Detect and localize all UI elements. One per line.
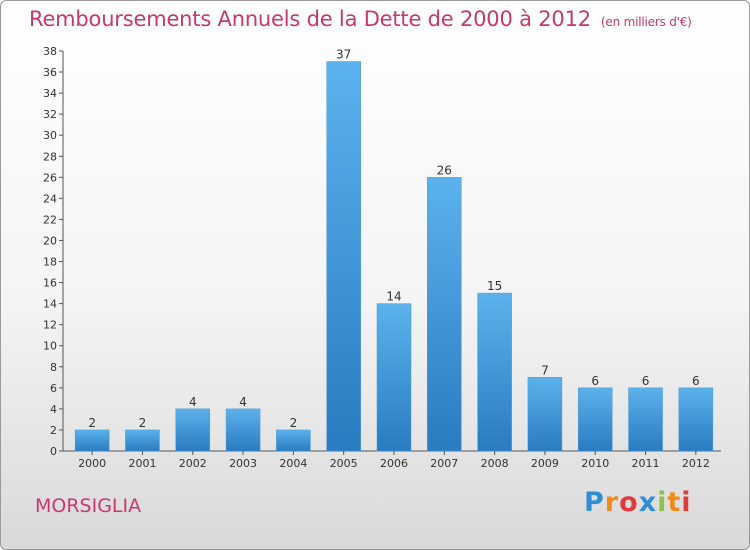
x-tick-label: 2005: [330, 457, 358, 470]
x-tick-label: 2007: [430, 457, 458, 470]
commune-name: MORSIGLIA: [35, 495, 142, 517]
bar-2011: [628, 387, 663, 452]
y-tick-label: 2: [50, 424, 57, 437]
bar-value-label: 6: [642, 374, 650, 388]
x-tick-label: 2009: [531, 457, 559, 470]
x-tick-label: 2001: [128, 457, 156, 470]
bar-2009: [527, 377, 563, 452]
y-tick-label: 30: [43, 129, 57, 142]
bar-value-label: 7: [541, 363, 549, 377]
x-tick-label: 2011: [632, 457, 660, 470]
y-tick-label: 6: [50, 382, 57, 395]
bar-2012: [678, 387, 714, 452]
bar-value-label: 37: [336, 48, 351, 62]
y-tick-label: 10: [43, 340, 57, 353]
bar-2004: [276, 429, 311, 452]
y-tick-label: 0: [50, 445, 57, 458]
logo-letter: i: [657, 487, 668, 518]
x-tick-label: 2006: [380, 457, 408, 470]
chart-title: Remboursements Annuels de la Dette de 20…: [29, 7, 692, 31]
y-tick-label: 18: [43, 256, 57, 269]
x-tick-label: 2000: [78, 457, 106, 470]
y-tick-label: 20: [43, 234, 57, 247]
logo-letter: o: [619, 487, 639, 518]
bar-2000: [74, 429, 110, 452]
bar-2006: [376, 303, 412, 452]
bar-2008: [477, 292, 512, 452]
logo-letter: x: [638, 487, 658, 518]
proxiti-logo: Proxiti: [584, 487, 692, 518]
y-tick-label: 16: [43, 277, 57, 290]
x-tick-label: 2004: [279, 457, 307, 470]
bar-value-label: 2: [139, 416, 147, 430]
x-tick-label: 2010: [581, 457, 609, 470]
bar-2001: [125, 429, 160, 452]
y-tick-label: 36: [43, 66, 57, 79]
logo-letter: t: [667, 487, 682, 518]
y-tick-label: 28: [43, 150, 57, 163]
bar-2010: [577, 387, 613, 452]
y-tick-label: 8: [50, 361, 57, 374]
bar-value-label: 4: [239, 395, 247, 409]
x-tick-label: 2003: [229, 457, 257, 470]
bar-value-label: 2: [88, 416, 96, 430]
chart-unit: (en milliers d'€): [600, 15, 692, 29]
logo-letter: i: [681, 487, 692, 518]
bar-value-label: 4: [189, 395, 197, 409]
x-tick-label: 2002: [179, 457, 207, 470]
y-tick-label: 26: [43, 171, 57, 184]
bar-value-label: 26: [437, 163, 452, 177]
bar-value-label: 6: [692, 374, 700, 388]
y-tick-label: 14: [43, 298, 57, 311]
bar-value-label: 14: [386, 290, 401, 304]
logo-letter: r: [604, 487, 620, 518]
y-tick-label: 34: [43, 87, 57, 100]
x-tick-label: 2008: [481, 457, 509, 470]
logo-letter: P: [584, 487, 605, 518]
bar-value-label: 15: [487, 279, 502, 293]
y-tick-label: 4: [50, 403, 57, 416]
y-tick-label: 12: [43, 319, 57, 332]
bar-2005: [326, 61, 361, 452]
bar-value-label: 2: [290, 416, 298, 430]
y-tick-label: 38: [43, 45, 57, 58]
bar-2007: [427, 177, 462, 452]
chart-title-text: Remboursements Annuels de la Dette de 20…: [29, 7, 591, 31]
bar-2003: [225, 408, 261, 452]
y-tick-label: 32: [43, 108, 57, 121]
x-tick-label: 2012: [682, 457, 710, 470]
bar-2002: [175, 408, 211, 452]
y-tick-label: 24: [43, 192, 57, 205]
y-tick-label: 22: [43, 213, 57, 226]
bar-value-label: 6: [591, 374, 599, 388]
